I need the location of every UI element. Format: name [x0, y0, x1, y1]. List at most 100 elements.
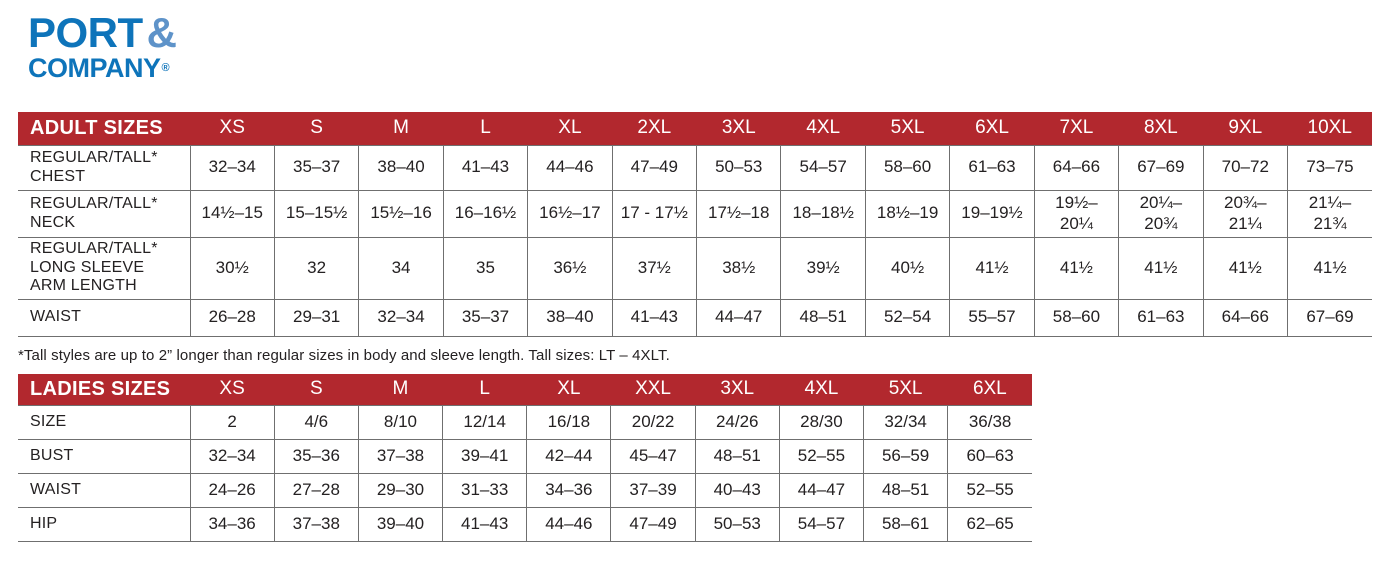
- adult-value-cell: 29–31: [273, 298, 360, 337]
- adult-row-label: REGULAR/TALL* LONG SLEEVE ARM LENGTH: [18, 236, 191, 300]
- ladies-value-cell: 36/38: [947, 405, 1032, 440]
- adult-value-cell: 41½: [1118, 236, 1204, 300]
- ladies-value-cell: 54–57: [778, 507, 865, 542]
- adult-value-cell: 37½: [611, 236, 698, 300]
- adult-value-cell: 41½: [1033, 236, 1120, 300]
- adult-table-title: ADULT SIZES: [18, 112, 190, 145]
- ladies-value-cell: 60–63: [947, 439, 1032, 474]
- adult-value-cell: 44–46: [527, 144, 613, 191]
- size-chart-page: PORT& COMPANY® ADULT SIZES XS S M L XL 2XL 3XL 4…: [18, 12, 1372, 542]
- adult-value-cell: 50–53: [696, 144, 782, 191]
- adult-value-cell: 41½: [1202, 236, 1288, 300]
- adult-size-column-header: 2XL: [612, 112, 697, 145]
- adult-size-column-header: 9XL: [1203, 112, 1288, 145]
- adult-value-cell: 16–16½: [442, 189, 529, 238]
- ladies-value-cell: 8/10: [357, 405, 444, 440]
- adult-value-cell: 67–69: [1286, 298, 1372, 337]
- adult-data-row: WAIST 26–28 29–31 32–34 35–37 38–40 41–43 44–47…: [18, 298, 1372, 337]
- adult-size-column-header: 4XL: [780, 112, 866, 145]
- ladies-size-column-header: L: [442, 373, 527, 406]
- adult-header-row: ADULT SIZES XS S M L XL 2XL 3XL 4XL 5XL 6XL 7XL 8XL 9…: [18, 112, 1372, 145]
- ladies-data-row: WAIST 24–26 27–28 29–30 31–33 34–36 37–39 40–43…: [18, 473, 1032, 508]
- ladies-value-cell: 24/26: [694, 405, 780, 440]
- ladies-row-label: BUST: [18, 439, 191, 474]
- ladies-value-cell: 52–55: [947, 473, 1032, 508]
- ladies-value-cell: 37–38: [357, 439, 444, 474]
- ladies-value-cell: 48–51: [862, 473, 949, 508]
- ladies-value-cell: 44–47: [778, 473, 865, 508]
- ladies-value-cell: 32–34: [189, 439, 275, 474]
- ladies-value-cell: 39–41: [442, 439, 528, 474]
- ladies-value-cell: 32/34: [862, 405, 949, 440]
- adult-value-cell: 39½: [780, 236, 866, 300]
- ladies-value-cell: 39–40: [357, 507, 444, 542]
- ladies-size-column-header: S: [274, 373, 359, 406]
- adult-value-cell: 44–47: [696, 298, 782, 337]
- ladies-value-cell: 44–46: [526, 507, 612, 542]
- adult-value-cell: 48–51: [780, 298, 866, 337]
- adult-value-cell: 15–15½: [273, 189, 360, 238]
- ladies-value-cell: 34–36: [189, 507, 275, 542]
- adult-value-cell: 41½: [949, 236, 1035, 300]
- adult-value-cell: 36½: [527, 236, 613, 300]
- ladies-value-cell: 28/30: [778, 405, 865, 440]
- adult-value-cell: 41–43: [442, 144, 529, 191]
- ladies-size-column-header: 3XL: [695, 373, 780, 406]
- ladies-value-cell: 4/6: [273, 405, 359, 440]
- ladies-value-cell: 40–43: [694, 473, 780, 508]
- adult-value-cell: 55–57: [949, 298, 1035, 337]
- adult-value-cell: 20¼– 20¾: [1118, 189, 1204, 238]
- adult-sizes-table: ADULT SIZES XS S M L XL 2XL 3XL 4XL 5XL 6XL 7XL 8XL 9…: [18, 112, 1372, 337]
- adult-value-cell: 19½– 20¼: [1033, 189, 1120, 238]
- adult-row-label: WAIST: [18, 298, 191, 337]
- adult-value-cell: 61–63: [1118, 298, 1204, 337]
- adult-data-row: REGULAR/TALL* CHEST 32–34 35–37 38–40 41–43 4…: [18, 144, 1372, 191]
- adult-value-cell: 19–19½: [949, 189, 1035, 238]
- adult-value-cell: 32: [273, 236, 360, 300]
- ladies-table-title: LADIES SIZES: [18, 373, 190, 406]
- adult-size-column-header: S: [274, 112, 359, 145]
- ladies-header-row: LADIES SIZES XS S M L XL XXL 3XL 4XL 5XL 6XL: [18, 373, 1032, 406]
- adult-value-cell: 16½–17: [527, 189, 613, 238]
- port-company-logo: PORT& COMPANY®: [28, 12, 1372, 82]
- ladies-size-column-header: XXL: [610, 373, 696, 406]
- adult-value-cell: 35–37: [442, 298, 529, 337]
- ladies-row-label: SIZE: [18, 405, 191, 440]
- adult-value-cell: 38½: [696, 236, 782, 300]
- ladies-value-cell: 16/18: [526, 405, 612, 440]
- ladies-value-cell: 20/22: [610, 405, 696, 440]
- registered-trademark-symbol: ®: [161, 62, 170, 74]
- adult-value-cell: 38–40: [358, 144, 444, 191]
- adult-value-cell: 58–60: [1033, 298, 1120, 337]
- ladies-value-cell: 58–61: [862, 507, 949, 542]
- ladies-value-cell: 52–55: [778, 439, 865, 474]
- adult-value-cell: 26–28: [189, 298, 275, 337]
- adult-sizes-section: ADULT SIZES XS S M L XL 2XL 3XL 4XL 5XL 6XL 7XL 8XL 9…: [18, 112, 1372, 337]
- adult-value-cell: 17½–18: [696, 189, 782, 238]
- adult-value-cell: 17 - 17½: [611, 189, 698, 238]
- adult-value-cell: 18–18½: [780, 189, 866, 238]
- adult-size-column-header: XL: [527, 112, 613, 145]
- adult-size-column-header: 6XL: [949, 112, 1035, 145]
- ladies-value-cell: 12/14: [442, 405, 528, 440]
- ladies-value-cell: 2: [189, 405, 275, 440]
- logo-line-2: COMPANY®: [28, 55, 1372, 82]
- ladies-size-column-header: XS: [190, 373, 275, 406]
- ladies-value-cell: 48–51: [694, 439, 780, 474]
- adult-value-cell: 35: [442, 236, 529, 300]
- adult-value-cell: 18½–19: [864, 189, 951, 238]
- adult-value-cell: 41–43: [611, 298, 698, 337]
- logo-line-1: PORT&: [28, 12, 1372, 54]
- adult-value-cell: 47–49: [611, 144, 698, 191]
- ladies-size-column-header: 5XL: [863, 373, 948, 406]
- ladies-data-row: BUST 32–34 35–36 37–38 39–41 42–44 45–47 48–51 5…: [18, 439, 1032, 474]
- ladies-sizes-table: LADIES SIZES XS S M L XL XXL 3XL 4XL 5XL 6XL SIZE 2 4…: [18, 373, 1032, 542]
- logo-word-port: PORT: [28, 9, 143, 56]
- ladies-value-cell: 62–65: [947, 507, 1032, 542]
- adult-value-cell: 64–66: [1033, 144, 1120, 191]
- adult-size-column-header: 10XL: [1287, 112, 1372, 145]
- ladies-value-cell: 27–28: [273, 473, 359, 508]
- adult-value-cell: 32–34: [189, 144, 275, 191]
- adult-value-cell: 70–72: [1202, 144, 1288, 191]
- adult-value-cell: 34: [358, 236, 444, 300]
